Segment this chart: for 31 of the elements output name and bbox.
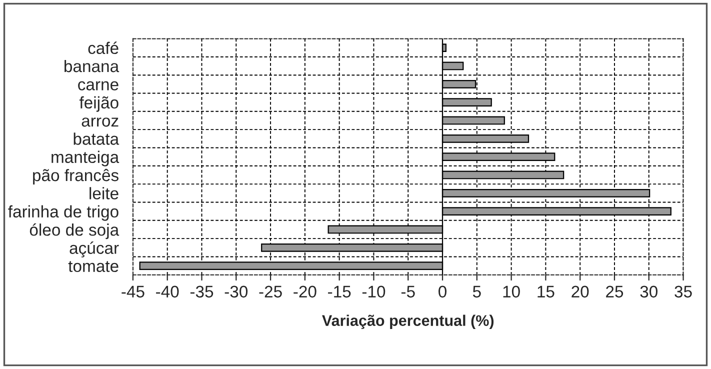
y-tick-label: banana — [64, 60, 120, 72]
x-tick-label: 0 — [438, 286, 446, 298]
y-tick-label: farinha de trigo — [8, 205, 118, 221]
y-tick-label: carne — [78, 81, 118, 90]
x-tick-label: -45 — [122, 286, 144, 298]
x-tick-label: 20 — [572, 286, 589, 298]
x-tick-label: 5 — [472, 286, 481, 298]
y-tick-label: tomate — [68, 261, 118, 272]
x-tick-label: 35 — [674, 286, 692, 298]
x-tick-label: -25 — [259, 286, 282, 298]
y-tick-label: açúcar — [70, 242, 119, 258]
x-axis-title: Variação percentual (%) — [322, 314, 494, 329]
y-tick-label: café — [88, 42, 118, 54]
x-tick-label: -30 — [224, 286, 248, 298]
x-tick-label: -5 — [401, 286, 415, 298]
y-tick-label: óleo de soja — [30, 223, 120, 240]
x-tick-label: -40 — [156, 286, 179, 298]
x-tick-label: 10 — [503, 286, 520, 298]
y-tick-label: feijão — [79, 96, 118, 112]
x-tick-label: -20 — [294, 286, 316, 298]
y-tick-label: manteiga — [52, 150, 120, 166]
x-tick-label: -15 — [328, 286, 351, 298]
y-tick-label: batata — [74, 132, 120, 145]
x-tick-label: 15 — [538, 286, 554, 298]
x-tick-label: 30 — [640, 286, 658, 298]
x-tick-label: 25 — [606, 286, 624, 298]
y-tick-label: pão francês — [33, 168, 118, 185]
x-tick-label: -35 — [190, 286, 214, 298]
x-tick-label: -10 — [362, 286, 386, 298]
y-tick-label: arroz — [82, 118, 118, 127]
y-tick-label: leite — [90, 187, 118, 200]
